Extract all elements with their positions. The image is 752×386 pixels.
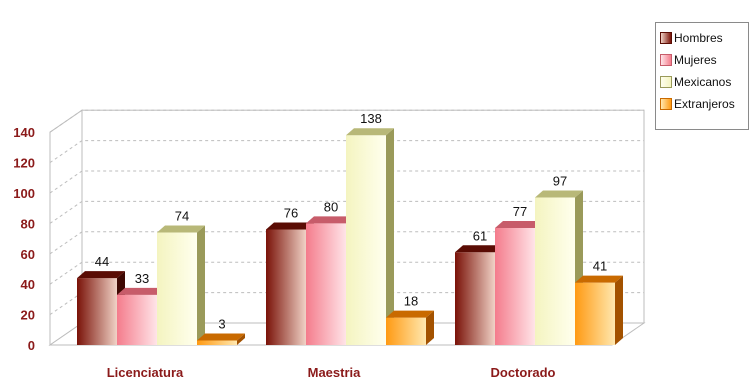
legend-label-extranjeros: Extranjeros (674, 97, 735, 111)
bar-side-extranjeros-maestria (426, 310, 434, 345)
data-labels: 44 33 74 3 76 80 138 18 61 77 97 41 (95, 111, 607, 331)
legend-item-mujeres: Mujeres (660, 49, 746, 71)
gridline (49, 140, 644, 164)
bar-extranjeros-licenciatura (197, 340, 237, 345)
data-label-mujeres-doctorado: 77 (513, 204, 527, 219)
data-label-extranjeros-doctorado: 41 (593, 259, 607, 274)
y-tick-label: 60 (21, 247, 35, 262)
gridline (49, 200, 644, 224)
bar-hombres-maestria (266, 229, 306, 345)
legend-label-mexicanos: Mexicanos (674, 75, 732, 89)
bar-top-mexicanos-licenciatura (157, 225, 205, 233)
bar-mexicanos-maestria (346, 135, 386, 345)
legend-item-mexicanos: Mexicanos (660, 71, 746, 93)
legend-swatch-mexicanos (660, 76, 672, 88)
legend-swatch-mujeres (660, 54, 672, 66)
data-label-hombres-doctorado: 61 (473, 228, 487, 243)
data-label-extranjeros-maestria: 18 (404, 294, 418, 309)
x-tick-label-licenciatura: Licenciatura (107, 365, 184, 380)
y-tick-label: 40 (21, 277, 35, 292)
bar-mexicanos-licenciatura (157, 232, 197, 345)
bar-top-mujeres-doctorado (495, 220, 543, 228)
gridline (49, 231, 644, 255)
bar-top-mexicanos-doctorado (535, 190, 583, 198)
x-tick-label-doctorado: Doctorado (491, 365, 556, 380)
gridline (49, 261, 644, 285)
legend-label-hombres: Hombres (674, 31, 723, 45)
data-label-hombres-licenciatura: 44 (95, 254, 109, 269)
bar-mexicanos-doctorado (535, 197, 575, 345)
y-tick-label: 120 (13, 156, 35, 171)
bar-top-hombres-licenciatura (77, 271, 125, 279)
gridline (49, 170, 644, 194)
legend-item-hombres: Hombres (660, 27, 746, 49)
bar-top-mexicanos-maestria (346, 128, 394, 136)
y-tick-label: 0 (28, 338, 35, 353)
data-label-mexicanos-licenciatura: 74 (175, 209, 189, 224)
legend: Hombres Mujeres Mexicanos Extranjeros (655, 22, 749, 130)
bar-side-mexicanos-licenciatura (197, 225, 205, 345)
bars (77, 128, 623, 345)
bar-top-extranjeros-maestria (386, 310, 434, 318)
bar-hombres-licenciatura (77, 278, 117, 345)
bar-mujeres-licenciatura (117, 294, 157, 345)
bar-side-extranjeros-doctorado (615, 275, 623, 345)
bar-mujeres-doctorado (495, 227, 535, 345)
y-tick-label: 20 (21, 308, 35, 323)
data-label-mujeres-maestria: 80 (324, 199, 338, 214)
bar-hombres-doctorado (455, 252, 495, 345)
bar-top-hombres-doctorado (455, 245, 503, 253)
bar-top-mujeres-maestria (306, 216, 354, 224)
data-label-extranjeros-licenciatura: 3 (218, 316, 225, 331)
bar-top-extranjeros-licenciatura (197, 333, 245, 341)
y-tick-label: 100 (13, 186, 35, 201)
bar-top-hombres-maestria (266, 222, 314, 230)
bar-mujeres-maestria (306, 223, 346, 345)
x-tick-label-maestria: Maestria (308, 365, 362, 380)
y-tick-label: 80 (21, 216, 35, 231)
bar-top-extranjeros-doctorado (575, 275, 623, 283)
legend-swatch-extranjeros (660, 98, 672, 110)
bar-side-mexicanos-maestria (386, 128, 394, 345)
bar-extranjeros-doctorado (575, 282, 615, 345)
y-tick-label: 140 (13, 125, 35, 140)
gridline (49, 109, 644, 133)
data-label-hombres-maestria: 76 (284, 205, 298, 220)
legend-label-mujeres: Mujeres (674, 53, 717, 67)
bar-extranjeros-maestria (386, 317, 426, 345)
bar-side-extranjeros-licenciatura (237, 333, 245, 345)
data-label-mexicanos-maestria: 138 (360, 111, 382, 126)
y-axis-ticks: 0 20 40 60 80 100 120 140 (13, 125, 35, 353)
data-label-mexicanos-doctorado: 97 (553, 174, 567, 189)
legend-item-extranjeros: Extranjeros (660, 93, 746, 115)
bar-top-mujeres-licenciatura (117, 287, 165, 295)
legend-swatch-hombres (660, 32, 672, 44)
x-axis-ticks: Licenciatura Maestria Doctorado (107, 365, 556, 380)
data-label-mujeres-licenciatura: 33 (135, 271, 149, 286)
